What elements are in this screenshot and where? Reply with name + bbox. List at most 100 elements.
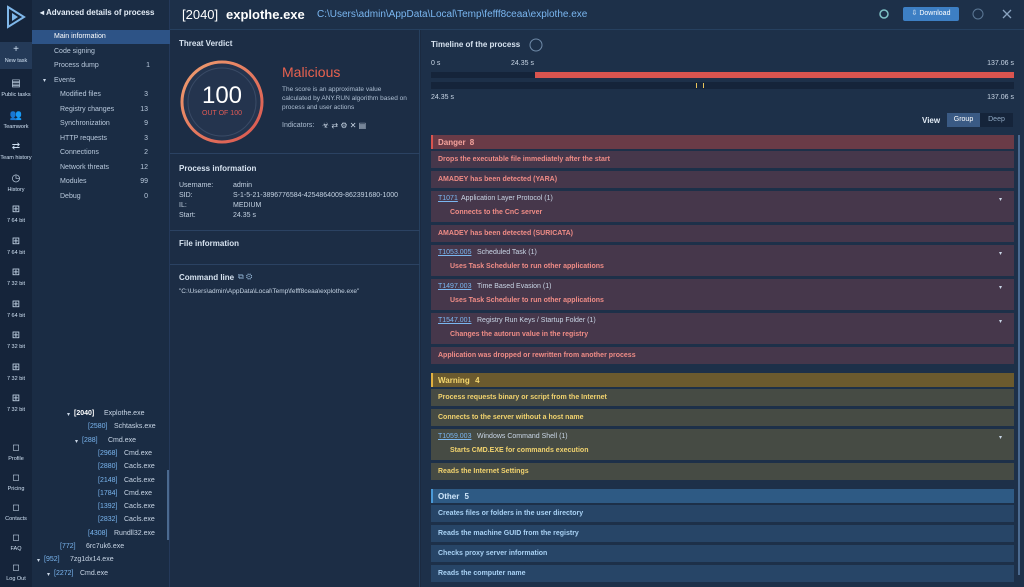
score-max: 100: [230, 110, 242, 117]
tree-name[interactable]: Cmd.exe: [124, 489, 153, 497]
sidebar-label[interactable]: 7 64 bit: [6, 249, 26, 256]
technique-id[interactable]: T1497.003: [438, 283, 472, 290]
behavior-row[interactable]: [431, 171, 1014, 188]
info-label: SID:: [179, 192, 193, 199]
nav-item[interactable]: Debug: [60, 192, 81, 200]
behavior-row[interactable]: [431, 525, 1014, 542]
behavior-row[interactable]: [431, 565, 1014, 582]
tree-pid[interactable]: [2880]: [98, 463, 118, 471]
nav-item[interactable]: HTTP requests: [60, 134, 107, 142]
behavior-text: Reads the machine GUID from the registry: [438, 530, 579, 537]
behavior-row[interactable]: [431, 151, 1014, 168]
tree-pid[interactable]: [4308]: [88, 529, 108, 537]
sidebar-icon: ▤: [11, 78, 21, 89]
behavior-row[interactable]: [431, 429, 1014, 460]
sidebar-label[interactable]: 7 64 bit: [6, 312, 26, 319]
info-value: MEDIUM: [233, 202, 262, 209]
behavior-row[interactable]: [431, 225, 1014, 242]
technique-id[interactable]: T1053.005: [438, 249, 472, 256]
nav-item[interactable]: Code signing: [54, 47, 95, 55]
tree-pid[interactable]: [2272]: [54, 569, 74, 577]
command-line-title: Command line: [179, 273, 235, 282]
view-option[interactable]: Group: [947, 113, 980, 127]
nav-item[interactable]: Process dump: [54, 62, 99, 69]
technique-name: Registry Run Keys / Startup Folder (1): [477, 317, 596, 324]
tree-pid[interactable]: [1784]: [98, 489, 118, 497]
tree-name[interactable]: Explothe.exe: [104, 410, 145, 417]
section-count: 4: [475, 376, 480, 385]
behavior-row[interactable]: [431, 191, 1014, 222]
nav-item[interactable]: Events: [54, 76, 76, 84]
tree-name[interactable]: Cacls.exe: [124, 463, 155, 471]
sidebar-label[interactable]: 7 32 bit: [6, 407, 26, 413]
nav-item[interactable]: Modified files: [60, 91, 101, 98]
nav-item[interactable]: Network threats: [60, 163, 110, 171]
nav-count: 3: [144, 134, 148, 142]
sidebar-label[interactable]: Contacts: [5, 516, 27, 522]
tree-pid[interactable]: [772]: [60, 543, 76, 550]
behavior-row[interactable]: [431, 505, 1014, 522]
behavior-row[interactable]: [431, 389, 1014, 406]
tree-pid[interactable]: [288]: [82, 436, 98, 444]
close-icon[interactable]: [1001, 8, 1013, 20]
tree-name[interactable]: Schtasks.exe: [114, 423, 156, 431]
tree-name[interactable]: Cacls.exe: [124, 503, 155, 511]
tree-name[interactable]: 6rc7uk6.exe: [86, 543, 125, 550]
sidebar-label[interactable]: Public tasks: [1, 92, 31, 98]
tree-name[interactable]: 7zg1dx14.exe: [70, 556, 114, 564]
download-button[interactable]: ⇩ Download: [903, 7, 959, 21]
nav-item[interactable]: Registry changes: [60, 105, 115, 113]
tree-pid[interactable]: [2148]: [98, 476, 118, 484]
view-option[interactable]: Deep: [988, 116, 1005, 123]
technique-id[interactable]: T1071: [438, 195, 458, 202]
behavior-row[interactable]: [431, 545, 1014, 562]
sidebar-label[interactable]: Teamwork: [3, 123, 29, 130]
behavior-row[interactable]: [431, 409, 1014, 426]
behavior-row[interactable]: [431, 279, 1014, 310]
tree-name[interactable]: Cmd.exe: [108, 436, 137, 444]
technique-name: Time Based Evasion (1): [477, 283, 552, 290]
sidebar-label[interactable]: Profile: [8, 456, 24, 462]
tree-pid[interactable]: [2968]: [98, 449, 118, 457]
nav-item[interactable]: Connections: [60, 149, 99, 156]
tree-pid[interactable]: [952]: [44, 556, 60, 564]
sidebar-label[interactable]: Log Out: [6, 576, 26, 582]
technique-id[interactable]: T1547.001: [438, 317, 472, 324]
sidebar-label[interactable]: History: [7, 186, 25, 193]
sidebar-icon: 👥: [9, 109, 23, 121]
tree-name[interactable]: Cmd.exe: [80, 569, 109, 577]
sidebar-label[interactable]: 7 32 bit: [6, 344, 26, 350]
timeline-marker: 24.35 s: [511, 60, 534, 67]
sidebar-label[interactable]: 7 32 bit: [6, 375, 26, 382]
tree-pid[interactable]: [1392]: [98, 503, 118, 511]
tree-arrow: ▾: [75, 438, 79, 445]
sidebar-label[interactable]: Team history: [0, 155, 32, 161]
sidebar-label[interactable]: 7 64 bit: [6, 218, 26, 224]
behavior-text: Starts CMD.EXE for commands execution: [450, 447, 589, 454]
sidebar-label[interactable]: Pricing: [7, 486, 25, 492]
nav-item[interactable]: Modules: [60, 178, 87, 185]
tree-name[interactable]: Cacls.exe: [124, 476, 155, 484]
tree-name[interactable]: Cacls.exe: [124, 516, 155, 524]
behavior-row[interactable]: [431, 463, 1014, 480]
sidebar-label[interactable]: 7 32 bit: [6, 281, 26, 287]
settings-icon[interactable]: [878, 8, 890, 20]
nav-item[interactable]: Main information: [54, 33, 106, 40]
tree-pid[interactable]: [2832]: [98, 516, 118, 524]
technique-id[interactable]: T1059.003: [438, 433, 472, 440]
sidebar-label[interactable]: New task: [4, 58, 28, 64]
behavior-row[interactable]: [431, 245, 1014, 276]
sidebar-label[interactable]: FAQ: [10, 546, 22, 552]
tree-name[interactable]: Rundll32.exe: [114, 529, 155, 537]
timeline-help[interactable]: [529, 38, 543, 52]
tree-name[interactable]: Cmd.exe: [124, 449, 153, 457]
help-icon[interactable]: [972, 8, 984, 20]
behavior-row[interactable]: [431, 347, 1014, 364]
view-label: View: [922, 116, 941, 125]
tree-pid[interactable]: [2040]: [74, 410, 95, 417]
timeline-zoom-start: 24.35 s: [431, 94, 454, 101]
tree-pid[interactable]: [2580]: [88, 423, 108, 431]
copy-icons[interactable]: ⧉ ⚙: [238, 272, 253, 281]
nav-item[interactable]: Synchronization: [60, 120, 110, 127]
behavior-row[interactable]: [431, 313, 1014, 344]
